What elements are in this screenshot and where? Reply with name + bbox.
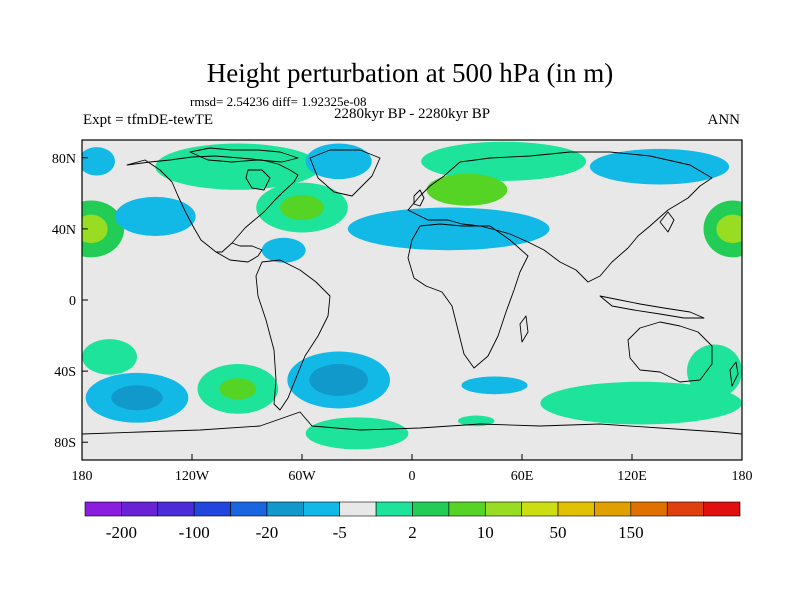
contour-patch-15-core bbox=[309, 364, 368, 396]
coast-new-zealand bbox=[729, 361, 739, 387]
colorbar-label-6: 50 bbox=[550, 523, 567, 542]
colorbar-box-5 bbox=[266, 501, 304, 517]
contour-patch-0-core bbox=[82, 214, 108, 244]
contour-patch-11 bbox=[589, 148, 730, 185]
axis-tick-layer: 180 120W 60W 0 60E 120E 180 80N 40N 0 40S 80S bbox=[52, 152, 753, 484]
coast-madagascar bbox=[519, 315, 529, 343]
contour-patch-8 bbox=[347, 207, 550, 251]
colorbar-box-12 bbox=[521, 501, 559, 517]
contour-patch-2 bbox=[115, 196, 196, 236]
coast-greenland bbox=[309, 149, 381, 197]
colorbar-label-1: -100 bbox=[179, 523, 210, 542]
x-tick-label-3: 0 bbox=[409, 469, 416, 484]
coast-north-america bbox=[126, 155, 299, 253]
colorbar-label-0: -200 bbox=[106, 523, 137, 542]
x-tick-label-0: 180 bbox=[72, 469, 93, 484]
y-tick-label-1: 40N bbox=[52, 223, 76, 238]
contour-patch-4 bbox=[155, 143, 321, 190]
colorbar-box-10 bbox=[448, 501, 486, 517]
contour-patch-16 bbox=[305, 417, 409, 450]
colorbar-label-4: 2 bbox=[408, 523, 417, 542]
y-tick-label-4: 80S bbox=[54, 436, 76, 451]
colorbar-box-4 bbox=[230, 501, 268, 517]
colorbar-box-11 bbox=[484, 501, 522, 517]
y-tick-label-2: 0 bbox=[69, 294, 76, 309]
colorbar-box-17 bbox=[703, 501, 741, 517]
contour-patch-9 bbox=[421, 141, 587, 181]
coast-africa bbox=[407, 223, 529, 369]
center-label: 2280kyr BP - 2280kyr BP bbox=[334, 106, 490, 122]
coast-eurasia bbox=[407, 151, 713, 283]
contour-patch-14-core bbox=[219, 378, 257, 400]
coastline-layer bbox=[82, 147, 742, 435]
y-tick-label-0: 80N bbox=[52, 152, 76, 167]
contour-patch-13-core bbox=[111, 385, 163, 411]
x-tick-label-2: 60W bbox=[288, 469, 316, 484]
x-tick-label-5: 120E bbox=[617, 469, 647, 484]
colorbar-label-7: 150 bbox=[618, 523, 644, 542]
contour-patch-6 bbox=[305, 143, 372, 180]
y-tick-label-3: 40S bbox=[54, 365, 76, 380]
coast-british-isles bbox=[413, 189, 425, 207]
contour-patch-1-core bbox=[716, 214, 742, 244]
x-tick-label-4: 60E bbox=[511, 469, 534, 484]
contour-patch-3 bbox=[82, 147, 115, 176]
colorbar-box-16 bbox=[666, 501, 704, 517]
coast-antarctica bbox=[82, 411, 742, 435]
coast-hudson-bay bbox=[245, 169, 271, 191]
colorbar-label-2: -20 bbox=[256, 523, 279, 542]
coast-arctic-islands bbox=[189, 147, 299, 163]
colorbar-box-6 bbox=[303, 501, 341, 517]
contour-patch-5-core bbox=[280, 195, 324, 220]
colorbar: -200 -100 -20 -5 2 10 50 150 bbox=[84, 501, 741, 542]
colorbar-box-3 bbox=[193, 501, 231, 517]
colorbar-box-9 bbox=[412, 501, 450, 517]
contour-patch-12 bbox=[82, 339, 137, 375]
contour-patch-17 bbox=[461, 376, 528, 395]
contour-patch-7 bbox=[261, 237, 306, 263]
colorbar-label-5: 10 bbox=[477, 523, 494, 542]
coast-indonesia bbox=[599, 295, 705, 319]
contour-patch-10 bbox=[426, 173, 508, 206]
stats-line: rmsd= 2.54236 diff= 1.92325e-08 bbox=[190, 94, 367, 109]
right-label: ANN bbox=[708, 112, 741, 128]
colorbar-box-7 bbox=[339, 501, 377, 517]
coast-japan bbox=[659, 211, 675, 233]
x-tick-label-6: 180 bbox=[732, 469, 753, 484]
colorbar-box-8 bbox=[375, 501, 413, 517]
plot-title: Height perturbation at 500 hPa (in m) bbox=[207, 58, 613, 88]
colorbar-box-14 bbox=[594, 501, 632, 517]
coast-gulf-mexico bbox=[215, 242, 263, 263]
colorbar-box-1 bbox=[121, 501, 159, 517]
contour-fill-layer bbox=[82, 141, 742, 450]
contour-patch-19 bbox=[540, 381, 742, 425]
coast-australia bbox=[627, 321, 713, 383]
colorbar-box-2 bbox=[157, 501, 195, 517]
left-label: Expt = tfmDE-tewTE bbox=[83, 112, 213, 128]
coast-south-america bbox=[255, 259, 331, 411]
x-tick-label-1: 120W bbox=[175, 469, 210, 484]
contour-patch-18 bbox=[457, 415, 495, 427]
colorbar-box-13 bbox=[557, 501, 595, 517]
colorbar-box-15 bbox=[630, 501, 668, 517]
map-plot-area: 180 120W 60W 0 60E 120E 180 80N 40N 0 40S 80S bbox=[52, 139, 753, 484]
colorbar-label-3: -5 bbox=[333, 523, 347, 542]
contour-patch-20 bbox=[687, 344, 742, 398]
colorbar-box-0 bbox=[84, 501, 122, 517]
